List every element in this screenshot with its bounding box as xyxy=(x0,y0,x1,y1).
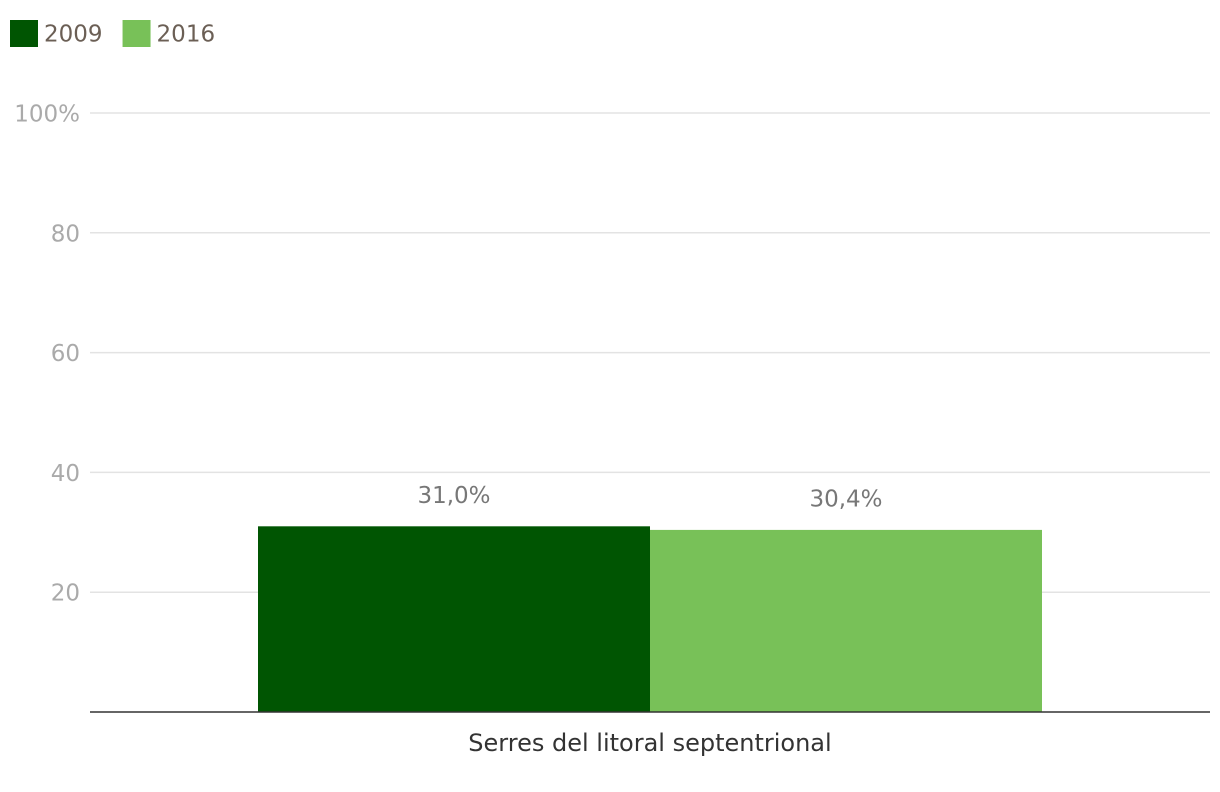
y-tick-label: 100% xyxy=(14,102,80,128)
y-tick-label: 20 xyxy=(51,581,80,607)
legend-swatch xyxy=(10,20,38,47)
legend-label: 2009 xyxy=(44,22,103,48)
value-label: 30,4% xyxy=(809,486,882,512)
legend-swatch xyxy=(122,20,151,47)
legend-label: 2016 xyxy=(157,22,216,48)
value-label: 31,0% xyxy=(417,483,490,509)
bar xyxy=(258,526,650,712)
bar xyxy=(650,529,1042,712)
y-tick-label: 60 xyxy=(51,341,80,367)
y-tick-label: 40 xyxy=(51,461,80,487)
y-tick-label: 80 xyxy=(51,221,80,247)
x-tick-label: Serres del litoral septentrional xyxy=(468,729,831,757)
